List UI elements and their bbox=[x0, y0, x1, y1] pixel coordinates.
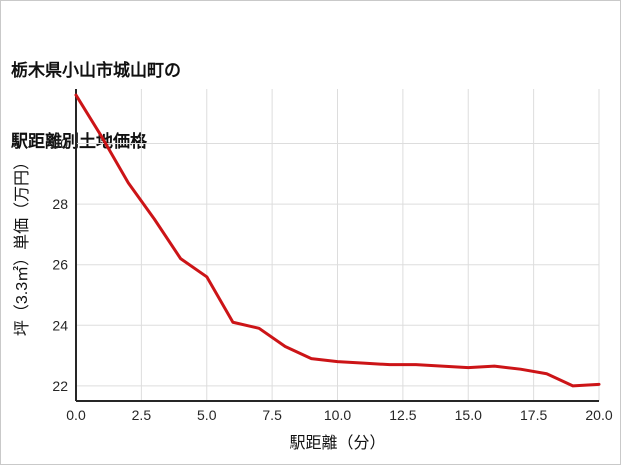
y-tick-label: 30 bbox=[52, 136, 68, 152]
x-tick-label: 10.0 bbox=[324, 407, 351, 423]
x-tick-label: 0.0 bbox=[66, 407, 86, 423]
x-tick-label: 20.0 bbox=[585, 407, 612, 423]
x-tick-label: 12.5 bbox=[389, 407, 416, 423]
chart-title-line1: 栃木県小山市城山町の bbox=[11, 60, 181, 80]
x-tick-label: 5.0 bbox=[197, 407, 217, 423]
x-tick-label: 2.5 bbox=[132, 407, 152, 423]
chart-title: 栃木県小山市城山町の 駅距離別土地価格 bbox=[11, 11, 181, 178]
y-tick-label: 26 bbox=[52, 257, 68, 273]
x-tick-label: 7.5 bbox=[262, 407, 282, 423]
y-tick-label: 28 bbox=[52, 196, 68, 212]
y-tick-label: 22 bbox=[52, 378, 68, 394]
x-axis-title: 駅距離（分） bbox=[289, 434, 385, 452]
price-line bbox=[74, 93, 601, 388]
x-tick-label: 15.0 bbox=[455, 407, 482, 423]
chart-title-line2: 駅距離別土地価格 bbox=[11, 131, 147, 151]
x-tick-label: 17.5 bbox=[520, 407, 547, 423]
y-tick-label: 24 bbox=[52, 317, 68, 333]
y-axis-title: 坪（3.3㎡）単価（万円） bbox=[13, 154, 31, 336]
